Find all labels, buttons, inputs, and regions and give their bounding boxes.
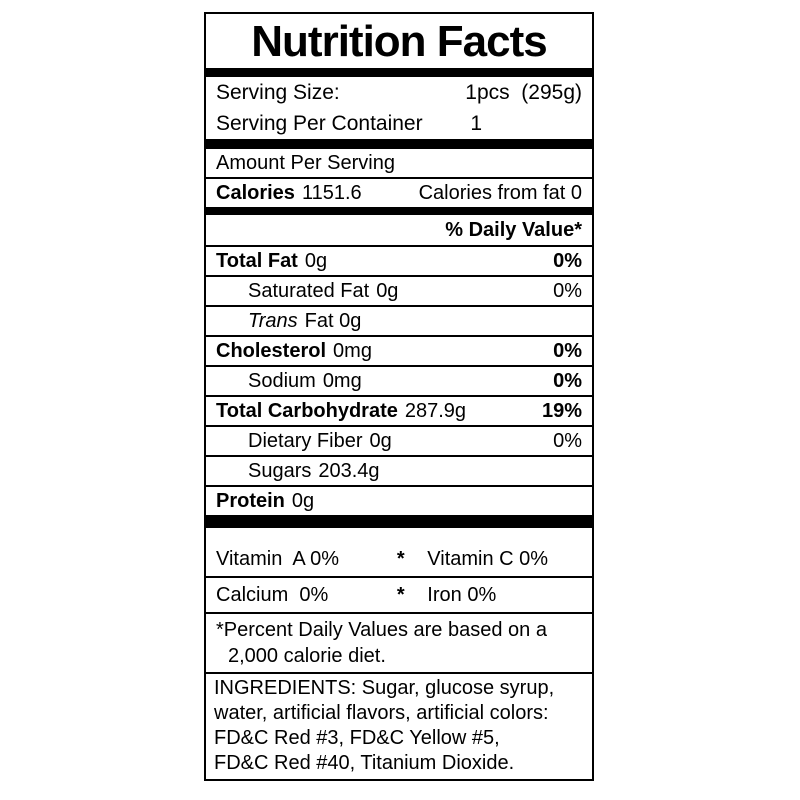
calories-label: Calories [216, 182, 295, 204]
nutrient-text: Protein 0g [216, 487, 314, 515]
label-title: Nutrition Facts [251, 17, 547, 66]
daily-value-header: % Daily Value* [206, 215, 592, 247]
nutrient-text: Sodium 0mg [216, 367, 362, 395]
nutrient-row-sodium: Sodium 0mg 0% [206, 367, 592, 397]
calories-from-fat: Calories from fat 0 [418, 182, 582, 204]
nutrient-row-total-fat: Total Fat 0g 0% [206, 247, 592, 277]
divider-thick-after-serving [206, 139, 592, 149]
nutrient-name: Trans [248, 310, 298, 332]
divider-thick-after-calories [206, 207, 592, 215]
divider-thick-under-title [206, 68, 592, 77]
nutrient-amount: 287.9g [404, 400, 467, 422]
serving-size-row: Serving Size: 1pcs (295g) [206, 77, 592, 108]
nutrient-text: Saturated Fat 0g [216, 277, 398, 305]
nutrient-row-total-carbohydrate: Total Carbohydrate 287.9g 19% [206, 397, 592, 427]
nutrient-amount: 0mg [322, 370, 362, 392]
nutrient-name: Sodium [248, 370, 316, 392]
nutrient-amount: 0g [369, 430, 392, 452]
nutrient-dv: 0% [553, 250, 582, 272]
nutrient-name: Total Fat [216, 250, 298, 272]
nutrient-amount: Fat 0g [304, 310, 362, 332]
nutrient-text: Total Fat 0g [216, 247, 327, 275]
nutrient-amount: 0g [291, 490, 315, 512]
nutrient-row-dietary-fiber: Dietary Fiber 0g 0% [206, 427, 592, 457]
serving-size-value: 1pcs (295g) [465, 81, 582, 104]
nutrient-dv: 0% [553, 340, 582, 362]
nutrient-name: Total Carbohydrate [216, 400, 398, 422]
nutrient-name: Sugars [248, 460, 312, 482]
nutrient-amount: 0g [304, 250, 328, 272]
nutrient-text: Dietary Fiber 0g [216, 427, 392, 455]
serving-per-container-value: 1 [470, 112, 482, 135]
serving-per-container-row: Serving Per Container 1 [206, 108, 592, 139]
nutrient-dv: 0% [553, 370, 582, 392]
nutrient-name: Saturated Fat [248, 280, 370, 302]
calcium-value: Calcium 0% [216, 584, 329, 606]
nutrient-name: Protein [216, 490, 285, 512]
nutrient-text: Cholesterol 0mg [216, 337, 372, 365]
calories-value: 1151.6 [301, 182, 362, 204]
divider-thick-after-protein [206, 515, 592, 528]
nutrient-name: Cholesterol [216, 340, 327, 362]
nutrient-amount: 203.4g [318, 460, 380, 482]
nutrient-amount: 0g [376, 280, 399, 302]
vitamin-a-value: Vitamin A 0% [216, 548, 340, 570]
ingredients-line-3: FD&C Red #3, FD&C Yellow #5, [214, 727, 500, 749]
vitamin-row: Vitamin A 0% * Vitamin C 0% [206, 528, 592, 578]
iron-value: Iron 0% [427, 584, 497, 606]
amount-per-serving-label: Amount Per Serving [216, 152, 395, 174]
nutrient-row-cholesterol: Cholesterol 0mg 0% [206, 337, 592, 367]
amount-per-serving-row: Amount Per Serving [206, 149, 592, 179]
vitamin-c-value: Vitamin C 0% [427, 548, 549, 570]
nutrient-amount: 0mg [333, 340, 372, 362]
ingredients-line-2: water, artificial flavors, artificial co… [214, 702, 549, 724]
calories-row: Calories 1151.6 Calories from fat 0 [206, 179, 592, 207]
footnote-line-2: 2,000 calorie diet. [228, 645, 386, 667]
nutrient-row-protein: Protein 0g [206, 487, 592, 515]
nutrient-row-trans-fat: Trans Fat 0g [206, 307, 592, 337]
nutrient-text: Total Carbohydrate 287.9g [216, 397, 466, 425]
nutrient-dv: 0% [553, 430, 582, 452]
nutrient-row-sugars: Sugars 203.4g [206, 457, 592, 487]
nutrition-facts-label: Nutrition Facts Serving Size: 1pcs (295g… [204, 12, 594, 781]
mineral-row: Calcium 0% * Iron 0% [206, 578, 592, 614]
serving-per-container-label: Serving Per Container [216, 112, 423, 135]
asterisk-separator: * [396, 548, 405, 570]
nutrient-text: Trans Fat 0g [216, 307, 361, 335]
nutrient-dv: 19% [541, 400, 582, 422]
serving-size-label: Serving Size: [216, 81, 340, 104]
ingredients-line-4: FD&C Red #40, Titanium Dioxide. [214, 752, 515, 774]
ingredients-section: INGREDIENTS: Sugar, glucose syrup, water… [206, 674, 592, 779]
nutrient-text: Sugars 203.4g [216, 457, 380, 485]
daily-value-footnote: *Percent Daily Values are based on a 2,0… [206, 614, 592, 674]
nutrient-name: Dietary Fiber [248, 430, 363, 452]
ingredients-line-1: INGREDIENTS: Sugar, glucose syrup, [214, 677, 555, 699]
footnote-line-1: *Percent Daily Values are based on a [216, 619, 547, 641]
asterisk-separator: * [396, 584, 405, 606]
nutrient-dv: 0% [553, 280, 582, 302]
calories-label-value: Calories 1151.6 [216, 179, 362, 207]
nutrient-row-saturated-fat: Saturated Fat 0g 0% [206, 277, 592, 307]
